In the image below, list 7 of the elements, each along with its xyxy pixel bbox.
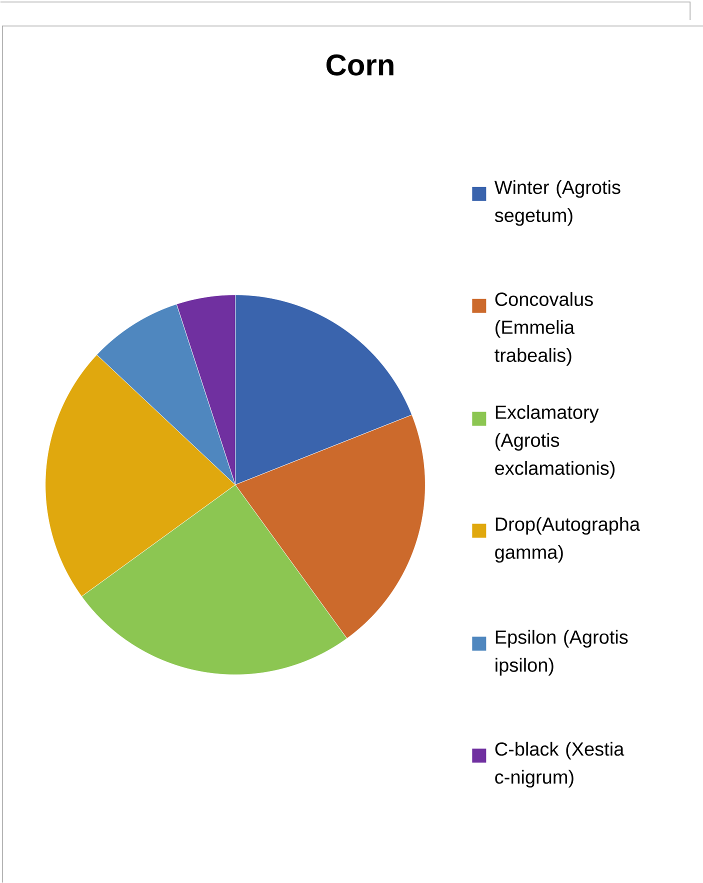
legend-label: Winter (Agrotis segetum) bbox=[494, 180, 620, 226]
legend-label: Exclamatory (Agrotis exclamationis) bbox=[494, 405, 614, 479]
legend-label: Epsilon (Agrotis ipsilon) bbox=[495, 630, 628, 676]
chart-title: Corn bbox=[326, 54, 394, 76]
legend-label: C-black (Xestia c-nigrum) bbox=[494, 742, 624, 788]
legend-label: Concovalus (Emmelia trabealis) bbox=[494, 292, 593, 366]
legend-label: Drop(Autographa gamma) bbox=[494, 516, 640, 563]
